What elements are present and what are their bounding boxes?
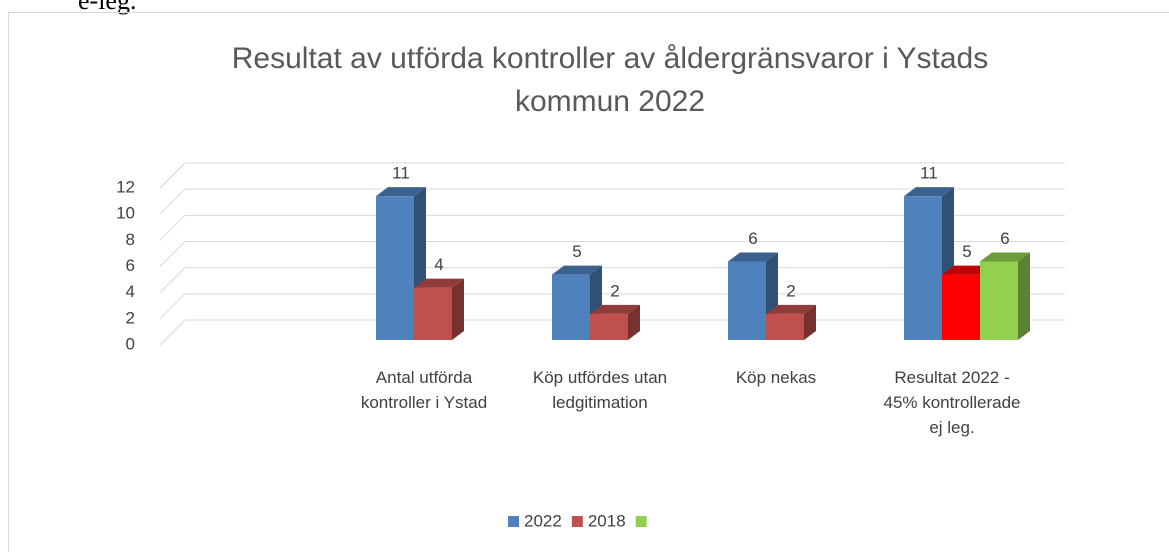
- page-text: e-leg.: [78, 0, 137, 15]
- data-label: 4: [434, 255, 443, 274]
- legend-label: 2018: [588, 511, 626, 530]
- data-label: 11: [920, 164, 938, 183]
- y-tick-label: 4: [126, 282, 135, 301]
- x-tick-label: Köp nekas: [735, 368, 817, 387]
- chart-border: [8, 12, 1169, 552]
- data-label: 5: [572, 242, 581, 261]
- data-label: 2: [786, 281, 795, 300]
- data-label: 6: [1000, 229, 1009, 248]
- x-tick-label: Köp utfördes utan ledgitimation: [532, 368, 668, 412]
- grid-line: [159, 188, 1065, 215]
- data-label: 2: [610, 281, 619, 300]
- data-label: 6: [748, 229, 757, 248]
- x-tick-label: Antal utförda kontroller i Ystad: [360, 368, 488, 412]
- grid-line: [159, 241, 1065, 267]
- data-label: 11: [392, 164, 410, 183]
- data-label: 5: [962, 242, 971, 261]
- y-tick-label: 2: [126, 308, 135, 327]
- grid-line: [159, 214, 1065, 241]
- legend-swatch: [635, 516, 647, 527]
- bar: [980, 252, 1030, 340]
- bar: [766, 304, 816, 340]
- grid-line: [159, 162, 1065, 189]
- x-tick-label: Resultat 2022 - 45% kontrollerade ej leg…: [883, 368, 1021, 437]
- y-tick-label: 10: [116, 204, 135, 223]
- y-tick-label: 8: [126, 230, 135, 249]
- legend-swatch: [571, 516, 583, 527]
- chart-title: Resultat av utförda kontroller av ålderg…: [232, 42, 989, 118]
- bar: [590, 304, 640, 340]
- y-tick-label: 12: [116, 177, 135, 196]
- bar: [414, 278, 464, 340]
- y-tick-label: 0: [126, 334, 135, 353]
- bar: [376, 187, 426, 340]
- legend-swatch: [508, 516, 519, 527]
- y-tick-label: 6: [126, 256, 135, 275]
- legend-label: 2022: [524, 511, 562, 530]
